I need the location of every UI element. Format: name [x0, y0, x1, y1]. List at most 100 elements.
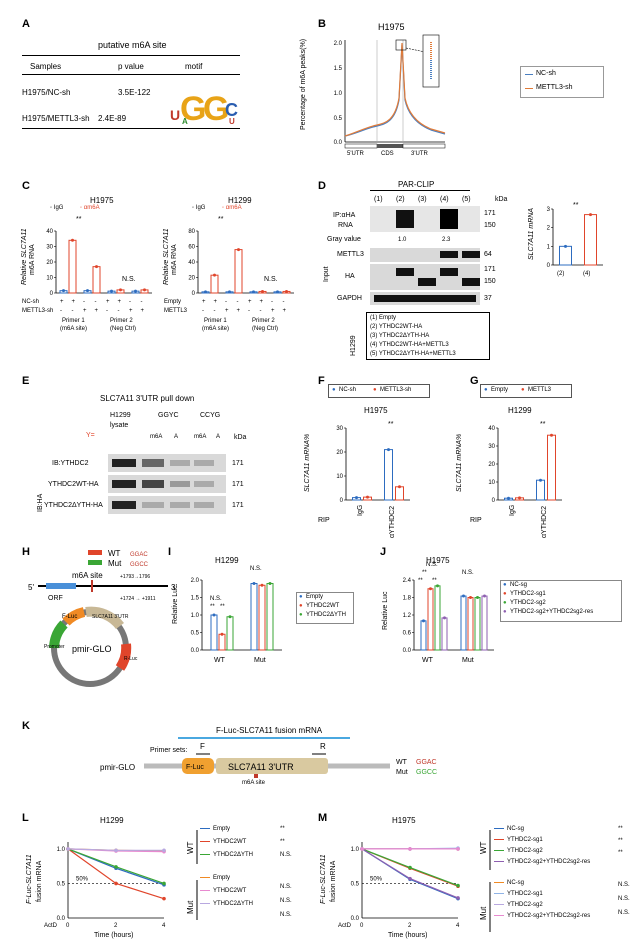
data-point — [429, 587, 432, 591]
legend-swatch — [494, 838, 504, 840]
x-tick-label: 2 — [408, 923, 412, 929]
panel-letter-b: B — [318, 18, 326, 30]
m-title: H1975 — [392, 816, 416, 825]
group2b: (Neg Ctrl) — [252, 326, 278, 332]
e-title: SLC7A11 3'UTR pull down — [100, 394, 195, 403]
series-line — [67, 848, 165, 900]
data-point — [507, 496, 510, 500]
k-fluc-box — [182, 758, 214, 774]
legend-swatch — [200, 827, 210, 829]
data-point — [539, 478, 542, 482]
bar — [266, 583, 274, 651]
data-point — [285, 289, 288, 293]
row2-sign: - — [106, 308, 108, 314]
data-point — [62, 289, 65, 293]
m-wt: WT — [479, 841, 488, 854]
i-ylabel: Relative Luc — [172, 585, 179, 624]
h-utr-pos: +1724 → +1911 — [120, 596, 156, 602]
k-primer: Primer sets: — [150, 747, 187, 754]
data-point — [71, 238, 74, 242]
f-legend-1: NC-sh — [339, 387, 357, 393]
d-bar-chart: 0 1 2 3 (2) (4) ** — [547, 202, 603, 277]
i-legend: ● Empty ● YTHDC2WT ● YTHDC2ΔYTH — [296, 592, 354, 624]
row2-sign: - — [214, 308, 216, 314]
data-point — [162, 896, 166, 901]
data-point — [95, 265, 98, 269]
y-tick-label: 0.0 — [351, 916, 360, 922]
sig-label: ** — [618, 850, 623, 856]
y-tick-label: 0 — [492, 498, 496, 504]
header-motif: motif — [185, 62, 203, 71]
d-lane-1: (1) — [374, 196, 383, 203]
data-point — [162, 848, 166, 853]
d-lane-5: (5) — [462, 196, 471, 203]
group2: Primer 2 — [252, 318, 275, 324]
row1-sign: + — [72, 299, 76, 305]
d-gray-label: Gray value — [327, 236, 361, 243]
sig-0: N.S. — [426, 562, 438, 568]
sig-4: N.S. — [462, 570, 474, 576]
legend-igg: ◦ IgG — [192, 205, 206, 211]
group2: Primer 2 — [110, 318, 133, 324]
row1-sign: - — [237, 299, 239, 305]
plasmid-diagram: WT GGAC Mut GGCC m6A site +1793→1796 5' … — [28, 549, 177, 687]
y-tick-label: 2.4 — [403, 578, 412, 584]
legend-label: YTHDC2-sg1 — [507, 891, 543, 897]
row1-sign: - — [225, 299, 227, 305]
d-key-4: (4) YTHDC2WT-HA+METTL3 — [370, 342, 449, 348]
data-point — [114, 881, 118, 886]
data-point — [408, 847, 412, 851]
d-band-mettl3: METTL3 — [337, 251, 364, 258]
i-legend-3: YTHDC2ΔYTH — [306, 612, 347, 618]
bar — [92, 266, 101, 294]
l-title: H1299 — [100, 816, 124, 825]
y-tick-label: 1.8 — [403, 596, 412, 602]
k-site: m6A site — [242, 780, 266, 786]
e-lane-4: A — [216, 434, 221, 440]
e-marker-2: 171 — [232, 481, 244, 488]
row2-sign: - — [202, 308, 204, 314]
d-key-3: (3) YTHDC2ΔYTH-HA — [370, 333, 430, 339]
x-aythdc2: αYTHDC2 — [389, 506, 396, 538]
region-cds: CDS — [381, 151, 394, 157]
gel-ha — [370, 264, 480, 290]
bar — [210, 274, 219, 294]
gel-e-1 — [108, 454, 226, 472]
panel-letter-l: L — [22, 812, 29, 824]
x-igg: IgG — [357, 505, 364, 516]
region-3utr: 3'UTR — [411, 151, 428, 157]
sig-b: ** — [220, 604, 225, 610]
m-chart: 0.0 0.5 1.0 50% 0 2 4 ActD Time (hours) — [338, 842, 460, 939]
table-rule-mid — [22, 74, 240, 75]
data-point — [476, 596, 479, 599]
x-tick-label: 2 — [114, 923, 118, 929]
d-lane-4: (4) — [440, 196, 449, 203]
e-probe-2: CCYG — [200, 412, 221, 419]
d-cell: H1299 — [350, 335, 357, 356]
data-point — [237, 248, 240, 252]
e-lane-1: m6A — [150, 434, 163, 440]
row1-label: NC-sh — [22, 299, 39, 305]
f-title: H1975 — [364, 406, 388, 415]
legend-swatch — [200, 876, 210, 878]
legend-label: NC-sg — [507, 826, 525, 832]
e-lane-2: A — [174, 434, 179, 440]
k-wt-seq: GGAC — [416, 759, 437, 766]
h-promoter: Promoter — [44, 644, 65, 650]
actd: ActD — [44, 923, 58, 929]
data-point — [134, 289, 137, 293]
legend-label: YTHDC2-sg2+YTHDC2sg2-res — [507, 859, 591, 865]
row1-sign: - — [141, 299, 143, 305]
y-tick-label: 10 — [46, 276, 53, 282]
sig: ** — [540, 421, 546, 428]
row1-sign: + — [118, 299, 122, 305]
data-point — [443, 616, 446, 620]
panel-letter-a: A — [22, 18, 30, 30]
y-tick-label: 10 — [336, 474, 343, 480]
legend-swatch — [200, 853, 210, 855]
d-marker-171: 171 — [484, 210, 496, 217]
panel-letter-d: D — [318, 180, 326, 192]
b-ytick-3: 1.5 — [334, 66, 343, 72]
legend-item: YTHDC2-sg1 — [494, 837, 543, 843]
